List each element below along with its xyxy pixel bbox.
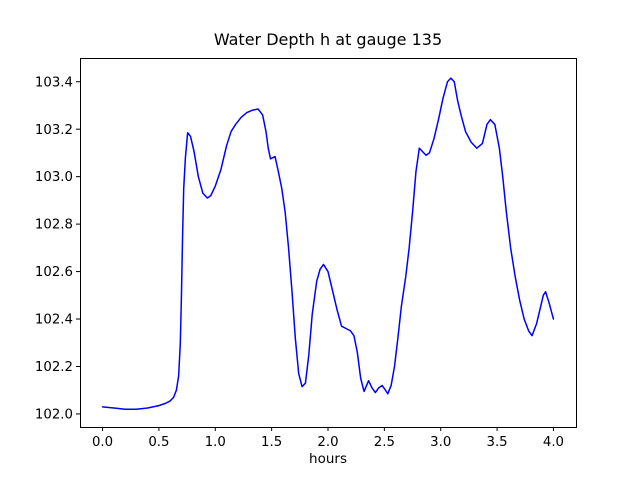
x-tick-label: 0.0 <box>92 435 113 450</box>
x-axis-label: hours <box>309 451 347 467</box>
y-tick-label: 103.0 <box>35 170 73 185</box>
chart-title: Water Depth h at gauge 135 <box>213 30 443 49</box>
x-tick-label: 2.0 <box>317 435 338 450</box>
y-tick-label: 103.2 <box>35 123 73 138</box>
x-tick-label: 0.5 <box>148 435 169 450</box>
x-tick-label: 1.0 <box>205 435 226 450</box>
y-tick-label: 102.8 <box>35 218 73 233</box>
y-tick-label: 102.0 <box>35 408 73 423</box>
y-tick-label: 102.2 <box>35 360 73 375</box>
depth-line <box>101 77 555 410</box>
y-tick-label: 103.4 <box>35 75 73 90</box>
plot-border <box>80 58 577 428</box>
x-tick-label: 4.0 <box>543 435 564 450</box>
y-tick-label: 102.4 <box>35 313 73 328</box>
y-tick-label: 102.6 <box>35 265 73 280</box>
x-tick-label: 3.5 <box>487 435 508 450</box>
x-tick-label: 1.5 <box>261 435 282 450</box>
x-tick-label: 2.5 <box>374 435 395 450</box>
x-tick-label: 3.0 <box>430 435 451 450</box>
